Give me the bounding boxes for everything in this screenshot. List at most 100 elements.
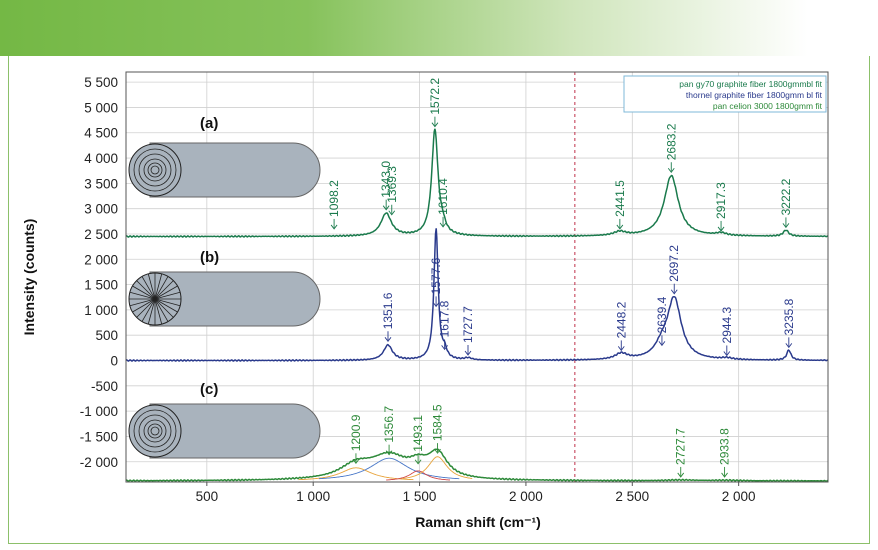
peak-arrow-1-1 [432,302,440,308]
peak-label-2-4: 2727.7 [674,428,688,465]
peak-label-0-0: 1098.2 [327,180,341,217]
fit-component-2 [386,470,451,481]
fit-curves [298,456,473,481]
peak-label-2-2: 1493.1 [411,415,425,452]
y-tick-label-6: 2 500 [84,227,118,242]
peak-label-0-1: 1343.0 [379,161,393,198]
y-tick-label-0: 5 500 [84,75,118,90]
peak-arrow-2-4 [677,472,685,478]
peak-arrow-1-7 [723,351,731,357]
fiber-ring-0-1 [138,153,172,187]
y-tick-label-3: 4 000 [84,151,118,166]
peak-arrow-2-1 [385,450,393,456]
peak-label-2-1: 1356.7 [382,406,396,443]
peak-arrow-0-7 [717,226,725,232]
peak-label-1-6: 2697.2 [667,245,681,282]
peak-arrow-1-2 [441,345,448,351]
peak-label-0-6: 2683.2 [664,123,678,160]
peak-label-1-4: 2448.2 [614,301,628,338]
peak-label-2-0: 1200.9 [349,414,363,451]
peak-label-1-2: 1617.8 [438,300,452,337]
fiber-ring-0-4 [150,165,160,175]
peak-arrow-0-8 [782,223,790,229]
fiber-ring-2-3 [147,423,163,439]
peak-arrow-2-2 [414,459,422,465]
fiber-icon-0 [128,142,321,198]
panel-label-1: (b) [200,249,219,266]
y-tick-label-11: 0 [110,354,118,369]
peak-label-2-5: 2933.8 [718,428,732,465]
peak-arrow-1-0 [384,337,392,343]
y-tick-label-8: 1 500 [84,278,118,293]
peak-arrow-1-6 [670,289,678,295]
peak-label-1-8: 3235.8 [782,298,796,335]
peak-arrow-0-0 [330,224,338,230]
peak-arrow-1-5 [658,341,666,347]
y-tick-label-4: 3 500 [84,176,118,191]
peak-label-0-7: 2917.3 [714,182,728,219]
peak-label-0-3: 1572.2 [428,78,442,115]
x-tick-label-5: 2 000 [722,489,756,504]
peak-arrow-0-1 [382,205,390,211]
y-tick-label-15: -2 000 [80,455,118,470]
peak-label-0-4: 1610.4 [436,178,450,215]
peak-arrow-0-5 [616,224,624,230]
peak-label-0-5: 2441.5 [613,180,627,217]
fiber-radial-line-11 [129,291,181,307]
fiber-body-1 [149,271,321,327]
y-tick-label-5: 3 000 [84,202,118,217]
peak-label-0-2: 1369.3 [385,166,399,203]
y-tick-label-9: 1 000 [84,303,118,318]
x-tick-label-2: 1 500 [403,489,437,504]
fiber-end-2 [128,404,182,458]
fiber-ring-0-2 [143,158,167,182]
peak-arrow-1-8 [785,343,793,349]
fiber-ring-0-0 [133,148,177,192]
peak-label-1-5: 2639.4 [655,296,669,333]
peak-arrow-0-3 [431,122,439,128]
x-axis-title: Raman shift (cm⁻¹) [415,514,541,530]
legend-entry-c: pan celion 3000 1800gmm fit [713,101,823,111]
fiber-body-0 [149,142,321,198]
panel-label-2: (c) [200,381,218,398]
fiber-ring-2-4 [150,426,160,436]
y-tick-label-14: -1 500 [80,429,118,444]
fiber-ring-2-1 [138,414,172,448]
legend-entry-b: thornel graphite fiber 1800gmm bl fit [686,90,823,100]
peak-label-1-0: 1351.6 [381,292,395,329]
peak-arrow-2-3 [434,448,441,454]
panel-labels: (a) (b) (c) [200,115,219,398]
peak-arrow-0-6 [667,167,675,173]
fiber-icon-1 [128,271,321,327]
spectrum-line-2 [126,448,828,482]
peak-arrow-2-5 [721,472,728,478]
fiber-ring-2-2 [143,419,167,443]
peak-label-2-3: 1584.5 [431,404,445,441]
spectra [126,128,828,482]
fiber-icon-2 [128,403,321,459]
panel-label-0: (a) [200,115,218,132]
peak-arrow-0-4 [439,222,447,228]
y-tick-label-7: 2 000 [84,252,118,267]
spectrum-line-0 [126,128,828,238]
y-tick-label-13: -1 000 [80,404,118,419]
peak-arrow-1-3 [464,350,472,356]
peak-arrow-2-0 [352,459,360,465]
y-axis-title: Intensity (counts) [21,219,37,336]
fit-component-0 [298,467,414,481]
y-tick-label-1: 5 000 [84,100,118,115]
x-tick-label-4: 2 500 [615,489,649,504]
x-tick-label-0: 500 [196,489,219,504]
y-tick-label-10: 500 [95,328,118,343]
fit-component-1 [318,457,460,480]
y-tick-label-12: -500 [91,379,118,394]
peak-label-1-7: 2944.3 [720,306,734,343]
y-tick-label-2: 4 500 [84,126,118,141]
x-tick-label-1: 1 000 [296,489,330,504]
legend-entry-a: pan gy70 graphite fiber 1800gmmbl fit [679,79,822,89]
axis-ticks: 5 500 5 000 4 500 4 000 3 500 3 000 2 500 2 000… [80,75,756,504]
fiber-end-0 [128,143,182,197]
peak-label-1-1: 1577.6 [429,257,443,294]
